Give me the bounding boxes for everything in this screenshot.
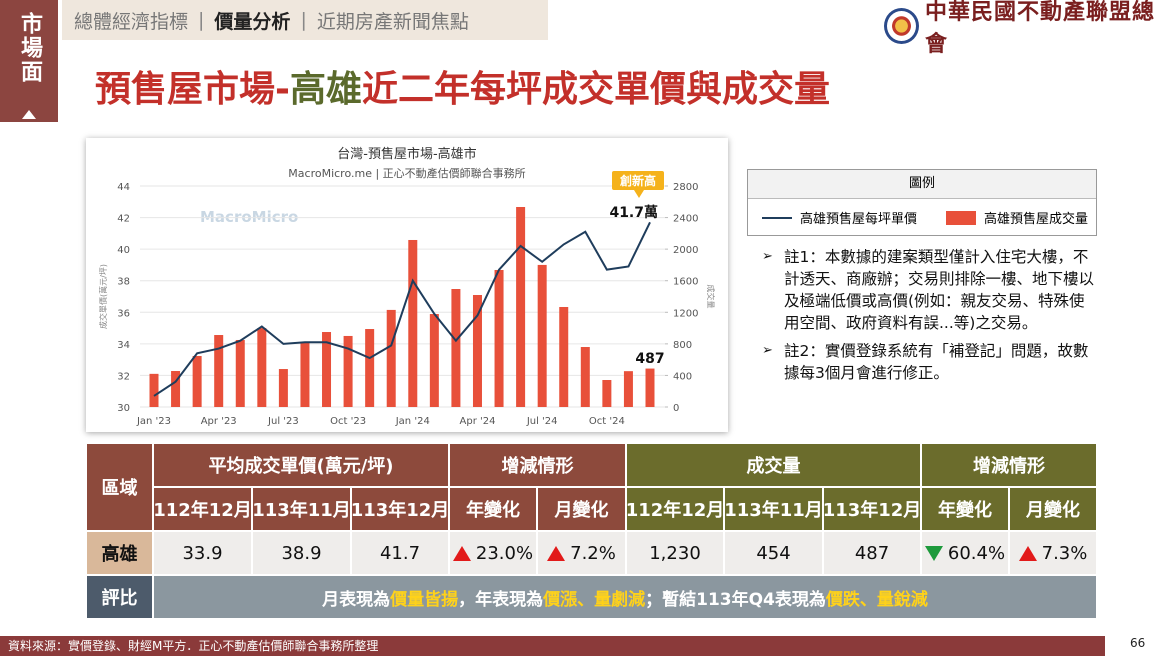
change-arrow <box>547 545 566 561</box>
data-cell: 38.9 <box>252 531 351 575</box>
slide-title: 預售屋市場-高雄近二年每坪成交單價與成交量 <box>95 60 830 112</box>
logo: 中華民國不動產聯盟總會 <box>884 0 1169 57</box>
header-cell: 平均成交單價(萬元/坪) <box>153 443 449 487</box>
cell-text: 23.0% <box>475 542 534 564</box>
nav-item: 近期房產新聞焦點 <box>316 10 469 33</box>
change-arrow <box>1018 545 1037 561</box>
legend-label: 高雄預售屋每坪單價 <box>800 212 918 227</box>
title-part: 預售屋市場- <box>95 69 290 110</box>
cell-text: 33.9 <box>182 542 223 564</box>
cell-text: 41.7 <box>379 542 421 564</box>
data-cell: 7.2% <box>537 531 626 575</box>
header-cell: 增減情形 <box>921 443 1097 487</box>
legend-item: 高雄預售屋每坪單價 <box>762 208 917 227</box>
legend-swatch <box>946 210 976 225</box>
cell-text: 38.9 <box>281 542 322 564</box>
cell-text: 60.4% <box>947 542 1006 564</box>
summary-highlight: 價跌、量銳減 <box>825 589 928 610</box>
note: 註2：實價登錄系統有「補登記」問題，故數據每3個月會進行修正。 <box>762 340 1098 384</box>
chart-card <box>86 138 728 432</box>
summary-cell: 月表現為 價量皆揚 ，年表現為 價漲、量劇減 ；暫結113年Q4表現為 價跌、量銳減 <box>153 575 1097 619</box>
summary-text: ；暫結113年Q4表現為 <box>645 589 826 610</box>
header-cell: 112年12月 <box>626 487 724 531</box>
legend-item: 高雄預售屋成交量 <box>946 208 1088 227</box>
legend: 圖例 高雄預售屋每坪單價 高雄預售屋成交量 <box>747 169 1097 236</box>
data-cell: 23.0% <box>449 531 537 575</box>
data-cell: 487 <box>823 531 921 575</box>
legend-title: 圖例 <box>748 170 1096 199</box>
side-arrow <box>22 110 36 119</box>
nav-item: 價量分析 <box>214 10 291 33</box>
note: 註1：本數據的建案類型僅計入住宅大樓，不計透天、商廠辦；交易則排除一樓、地下樓以… <box>762 246 1098 334</box>
cell-text: 7.3% <box>1041 542 1088 564</box>
page-number: 66 <box>1130 636 1146 650</box>
summary-text: 月表現為 <box>322 589 391 610</box>
legend-label: 高雄預售屋成交量 <box>984 212 1089 227</box>
side-tab: 市場面 <box>0 0 58 122</box>
change-arrow <box>924 545 943 561</box>
data-cell: 7.3% <box>1009 531 1097 575</box>
header-cell: 年變化 <box>449 487 537 531</box>
row-header: 高雄 <box>86 531 153 575</box>
change-arrow <box>452 545 471 561</box>
summary-highlight: 價量皆揚 <box>390 589 459 610</box>
header-cell: 113年11月 <box>724 487 823 531</box>
header-cell: 月變化 <box>1009 487 1097 531</box>
logo-icon <box>884 8 919 44</box>
summary-highlight: 價漲、量劇減 <box>543 589 646 610</box>
header-cell: 區域 <box>86 443 153 531</box>
header-cell: 113年12月 <box>823 487 921 531</box>
summary-text: ，年表現為 <box>458 589 544 610</box>
footer: 資料來源：實價登錄、財經M平方．正心不動產估價師聯合事務所整理 <box>0 636 1105 656</box>
nav-item: 總體經濟指標 <box>74 10 189 33</box>
side-tab-text: 市場面 <box>17 12 42 84</box>
title-part: 高雄 <box>289 69 362 110</box>
header-cell: 成交量 <box>626 443 921 487</box>
cell-text: 487 <box>854 542 890 564</box>
notes: 註1：本數據的建案類型僅計入住宅大樓，不計透天、商廠辦；交易則排除一樓、地下樓以… <box>762 246 1098 390</box>
nav-separator: | <box>300 9 307 31</box>
logo-text: 中華民國不動產聯盟總會 <box>924 0 1155 57</box>
header-cell: 113年12月 <box>351 487 449 531</box>
header-cell: 增減情形 <box>449 443 626 487</box>
data-cell: 454 <box>724 531 823 575</box>
data-cell: 60.4% <box>921 531 1009 575</box>
header-cell: 年變化 <box>921 487 1009 531</box>
title-part: 近二年每坪成交單價與成交量 <box>361 69 830 110</box>
data-cell: 41.7 <box>351 531 449 575</box>
cell-text: 1,230 <box>649 542 701 564</box>
header-cell: 113年11月 <box>252 487 351 531</box>
row-header: 評比 <box>86 575 153 619</box>
nav-bar: 總體經濟指標 | 價量分析 | 近期房產新聞焦點 <box>62 0 548 40</box>
nav-separator: | <box>198 9 205 31</box>
cell-text: 454 <box>756 542 791 564</box>
header-cell: 月變化 <box>537 487 626 531</box>
header-cell: 112年12月 <box>153 487 252 531</box>
cell-text: 7.2% <box>570 542 616 564</box>
data-cell: 1,230 <box>626 531 724 575</box>
legend-line <box>762 216 792 219</box>
data-cell: 33.9 <box>153 531 252 575</box>
